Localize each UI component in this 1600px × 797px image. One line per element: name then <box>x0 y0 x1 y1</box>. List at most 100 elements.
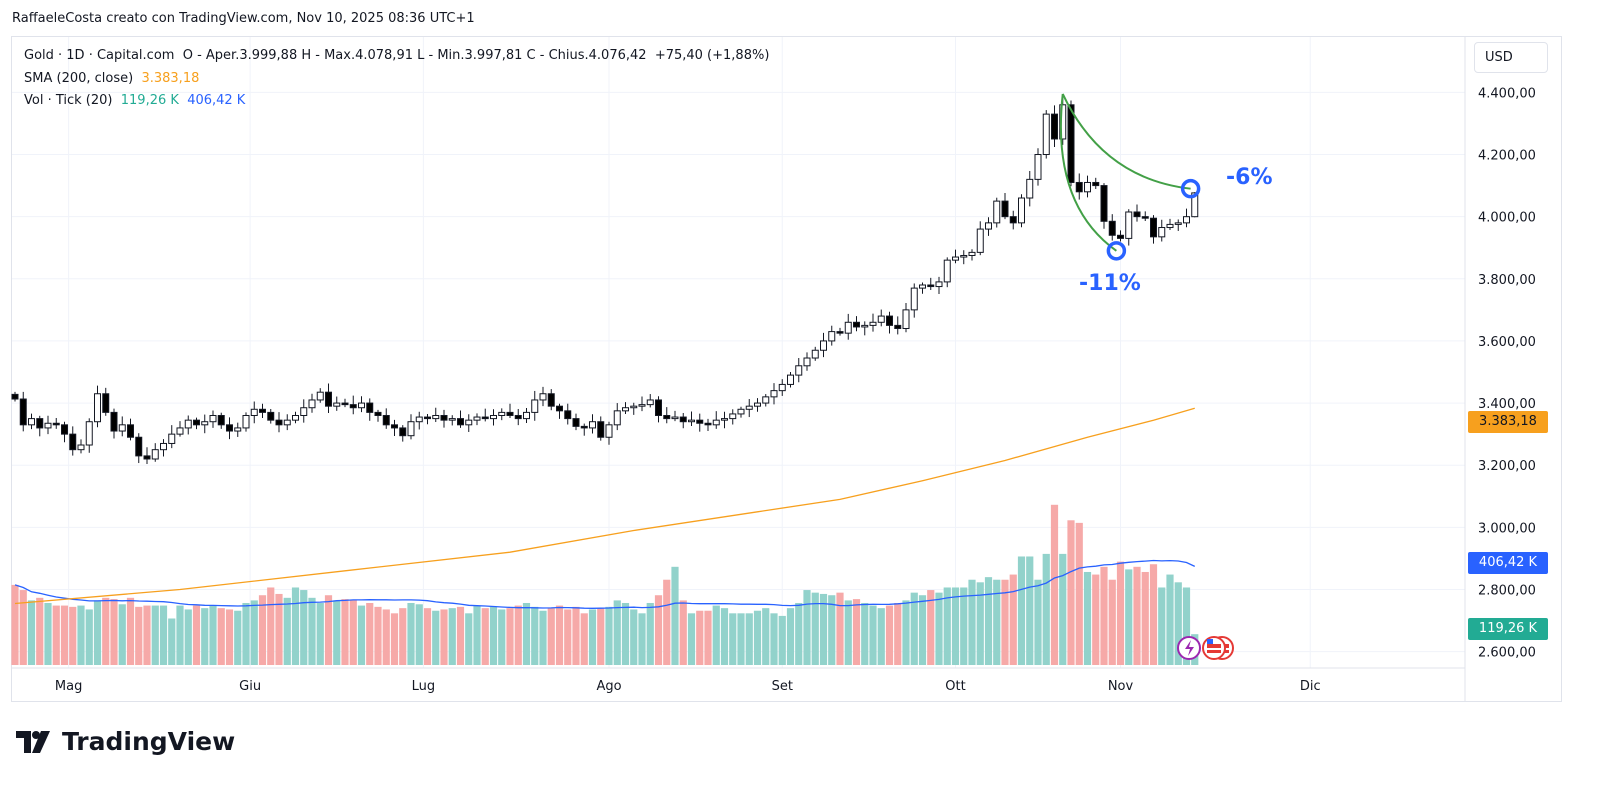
candle-body <box>1150 217 1157 238</box>
candle-body <box>721 418 728 421</box>
candle-body <box>919 284 926 289</box>
candle-body <box>465 419 473 426</box>
candle <box>1166 218 1174 231</box>
volume-bar <box>1075 522 1083 665</box>
candle-body <box>36 418 44 429</box>
candle <box>910 283 918 318</box>
candle <box>1034 148 1042 186</box>
candle <box>572 413 580 431</box>
candle-body <box>242 414 250 429</box>
candle-body <box>52 422 60 426</box>
candle <box>679 413 687 429</box>
volume-bar <box>861 602 869 665</box>
candle <box>226 417 233 440</box>
candle-body <box>69 433 77 451</box>
candle <box>919 282 926 294</box>
candle-body <box>853 321 860 328</box>
candle-body <box>952 256 959 261</box>
candle-body <box>325 391 332 407</box>
volume-bar <box>646 602 654 665</box>
volume-bar <box>1009 574 1017 665</box>
candle-body <box>1051 113 1058 140</box>
candle <box>671 410 679 422</box>
candle <box>473 413 481 426</box>
candle <box>564 403 572 425</box>
candle-body <box>94 393 101 423</box>
candle-body <box>283 419 291 426</box>
candle-body <box>473 416 481 421</box>
candle-body <box>663 414 671 420</box>
volume-bar <box>910 592 918 665</box>
candle <box>655 396 662 423</box>
volume-bar <box>333 600 341 665</box>
volume-legend[interactable]: Vol · Tick (20) 119,26 K 406,42 K <box>24 93 245 108</box>
candle-body <box>127 424 134 438</box>
candle-body <box>1075 181 1083 193</box>
candle <box>168 425 176 449</box>
volume-bar <box>209 605 217 665</box>
candle <box>1141 211 1149 221</box>
volume-bar <box>110 599 118 665</box>
candle <box>622 402 629 414</box>
volume-bar <box>242 602 250 665</box>
candle-body <box>886 315 893 326</box>
volume-bar <box>877 608 885 665</box>
volume-label: Vol · Tick (20) <box>24 93 113 108</box>
volume-bar <box>745 613 753 665</box>
candle <box>935 276 943 295</box>
candle-body <box>77 444 85 451</box>
volume-bar <box>341 599 349 665</box>
candle-body <box>671 416 679 420</box>
annotation-drop-6[interactable]: -6% <box>1226 165 1273 190</box>
price-tick-label: 2.800,00 <box>1478 583 1536 598</box>
candle <box>234 422 242 437</box>
time-tick-label: Lug <box>412 679 436 694</box>
candle <box>531 390 539 421</box>
tradingview-logo[interactable]: TradingView <box>16 727 235 756</box>
candle-body <box>391 424 398 429</box>
candle <box>506 403 514 418</box>
candle <box>811 346 819 361</box>
volume-bar <box>1083 571 1092 665</box>
candle-body <box>448 418 456 421</box>
volume-bar <box>588 609 597 665</box>
candle <box>77 439 85 454</box>
annotation-drop-11[interactable]: -11% <box>1079 271 1141 296</box>
candle <box>69 426 77 456</box>
time-tick-label: Mag <box>55 679 82 694</box>
candle-body <box>877 315 885 323</box>
lightning-glyph <box>1185 640 1194 656</box>
candle <box>514 408 522 426</box>
candle <box>382 408 390 429</box>
ohlc-values: O - Aper.3.999,88 H - Max.4.078,91 L - M… <box>182 48 647 63</box>
candle <box>44 415 52 435</box>
candle <box>646 394 654 408</box>
sma-legend[interactable]: SMA (200, close) 3.383,18 <box>24 71 199 86</box>
candle-body <box>704 422 712 426</box>
candle <box>316 388 324 403</box>
volume-bar <box>52 605 60 665</box>
candle <box>250 401 258 424</box>
candle <box>1018 194 1025 228</box>
candle-body <box>564 410 572 420</box>
candle-body <box>1009 216 1017 224</box>
symbol-legend[interactable]: Gold · 1D · Capital.com O - Aper.3.999,8… <box>24 48 769 63</box>
currency-button[interactable]: USD <box>1474 42 1548 73</box>
sma-label: SMA (200, close) <box>24 71 134 86</box>
candle <box>836 327 844 336</box>
volume-tag: 119,26 K <box>1468 618 1548 640</box>
candle-body <box>1117 234 1124 239</box>
candle-body <box>770 390 778 398</box>
candle-body <box>110 411 118 432</box>
volume-bar <box>555 605 564 665</box>
candle-body <box>712 419 720 426</box>
candle-body <box>927 284 935 288</box>
candle-body <box>1141 216 1149 219</box>
volume-bar <box>382 609 390 665</box>
candle <box>943 257 951 288</box>
volume-bar <box>696 610 704 665</box>
volume-bar <box>803 590 811 665</box>
candle-body <box>259 408 266 413</box>
candle-body <box>935 281 943 288</box>
